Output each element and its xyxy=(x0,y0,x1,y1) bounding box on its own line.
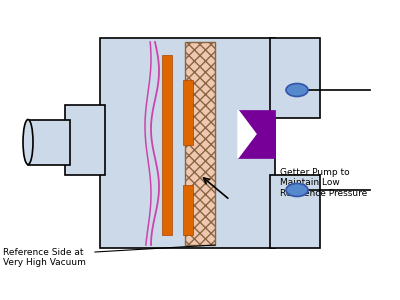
Bar xyxy=(28,120,70,165)
Bar xyxy=(185,42,215,245)
Bar xyxy=(238,110,275,158)
Ellipse shape xyxy=(286,184,308,196)
Ellipse shape xyxy=(286,83,308,97)
Ellipse shape xyxy=(23,119,33,164)
Bar xyxy=(65,105,105,175)
Polygon shape xyxy=(238,110,256,158)
Bar xyxy=(183,185,193,235)
Bar xyxy=(270,175,320,248)
Text: Getter Pump to
Maintain Low
Reference Pressure: Getter Pump to Maintain Low Reference Pr… xyxy=(280,168,367,198)
Bar xyxy=(270,38,320,118)
Text: Reference Side at
Very High Vacuum: Reference Side at Very High Vacuum xyxy=(3,248,86,267)
Bar xyxy=(100,38,275,248)
Bar xyxy=(183,80,193,145)
Bar xyxy=(162,55,172,235)
